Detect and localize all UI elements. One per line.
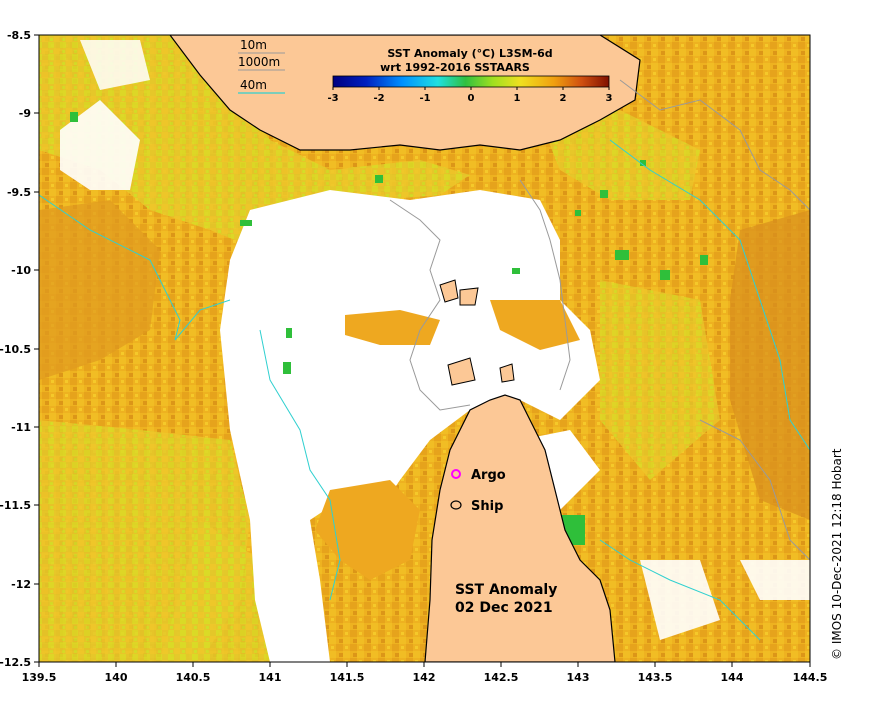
x-tick-label: 140.5 xyxy=(176,671,211,684)
y-tick-label: -11.5 xyxy=(0,499,31,512)
colorbar-tick: -1 xyxy=(419,93,430,104)
y-tick-label: -9 xyxy=(19,107,31,120)
sst-field xyxy=(39,35,810,662)
legend-argo-label: Argo xyxy=(471,468,506,483)
colorbar-tick: 3 xyxy=(606,93,613,104)
x-tick-label: 139.5 xyxy=(22,671,57,684)
land-new-guinea xyxy=(169,35,641,151)
colorbar-tick: 0 xyxy=(468,93,475,104)
legend-ship-label: Ship xyxy=(471,499,503,514)
depth-label-10m: 10m xyxy=(240,38,267,52)
colorbar-tick: -3 xyxy=(327,93,338,104)
x-tick-label: 143 xyxy=(567,671,590,684)
y-tick-label: -10.5 xyxy=(0,343,31,356)
map-title-line1: SST Anomaly (°C) L3SM-6d xyxy=(387,47,552,60)
x-tick-label: 144 xyxy=(721,671,744,684)
x-axis: 139.5 140 140.5 141 141.5 142 142.5 143 … xyxy=(22,662,828,684)
x-tick-label: 143.5 xyxy=(638,671,673,684)
overlay-date: 02 Dec 2021 xyxy=(455,600,553,616)
ship-marker-icon xyxy=(450,500,462,510)
x-tick-label: 142.5 xyxy=(484,671,519,684)
colorbar-tick: 2 xyxy=(560,93,567,104)
colorbar-tick: 1 xyxy=(514,93,521,104)
x-tick-label: 141.5 xyxy=(330,671,365,684)
platform-legend: Argo Ship xyxy=(450,468,506,514)
x-tick-label: 144.5 xyxy=(793,671,828,684)
y-tick-label: -10 xyxy=(11,264,31,277)
y-tick-label: -11 xyxy=(11,421,31,434)
depth-contours xyxy=(39,79,810,641)
islands xyxy=(439,279,515,386)
map-title-line2: wrt 1992-2016 SSTAARS xyxy=(380,61,530,74)
argo-marker-icon xyxy=(451,469,461,479)
colorbar-gradient xyxy=(332,75,610,88)
x-tick-label: 140 xyxy=(105,671,128,684)
colorbar-tick: -2 xyxy=(373,93,384,104)
credit-text: © IMOS 10-Dec-2021 12:18 Hobart xyxy=(830,448,844,660)
depth-label-1000m: 1000m xyxy=(238,55,280,69)
y-tick-label: -12.5 xyxy=(0,656,31,669)
y-axis: -8.5 -9 -9.5 -10 -10.5 -11 -11.5 -12 -12… xyxy=(0,29,39,669)
overlay-title: SST Anomaly xyxy=(455,582,557,598)
depth-label-40m: 40m xyxy=(240,78,267,92)
depth-legend: 10m 1000m 40m xyxy=(238,38,285,94)
x-tick-label: 142 xyxy=(413,671,436,684)
y-tick-label: -12 xyxy=(11,578,31,591)
colorbar: SST Anomaly (°C) L3SM-6d wrt 1992-2016 S… xyxy=(327,47,612,104)
land-cape-york xyxy=(424,394,616,662)
y-tick-label: -9.5 xyxy=(7,186,31,199)
x-tick-label: 141 xyxy=(259,671,282,684)
y-tick-label: -8.5 xyxy=(7,29,31,42)
